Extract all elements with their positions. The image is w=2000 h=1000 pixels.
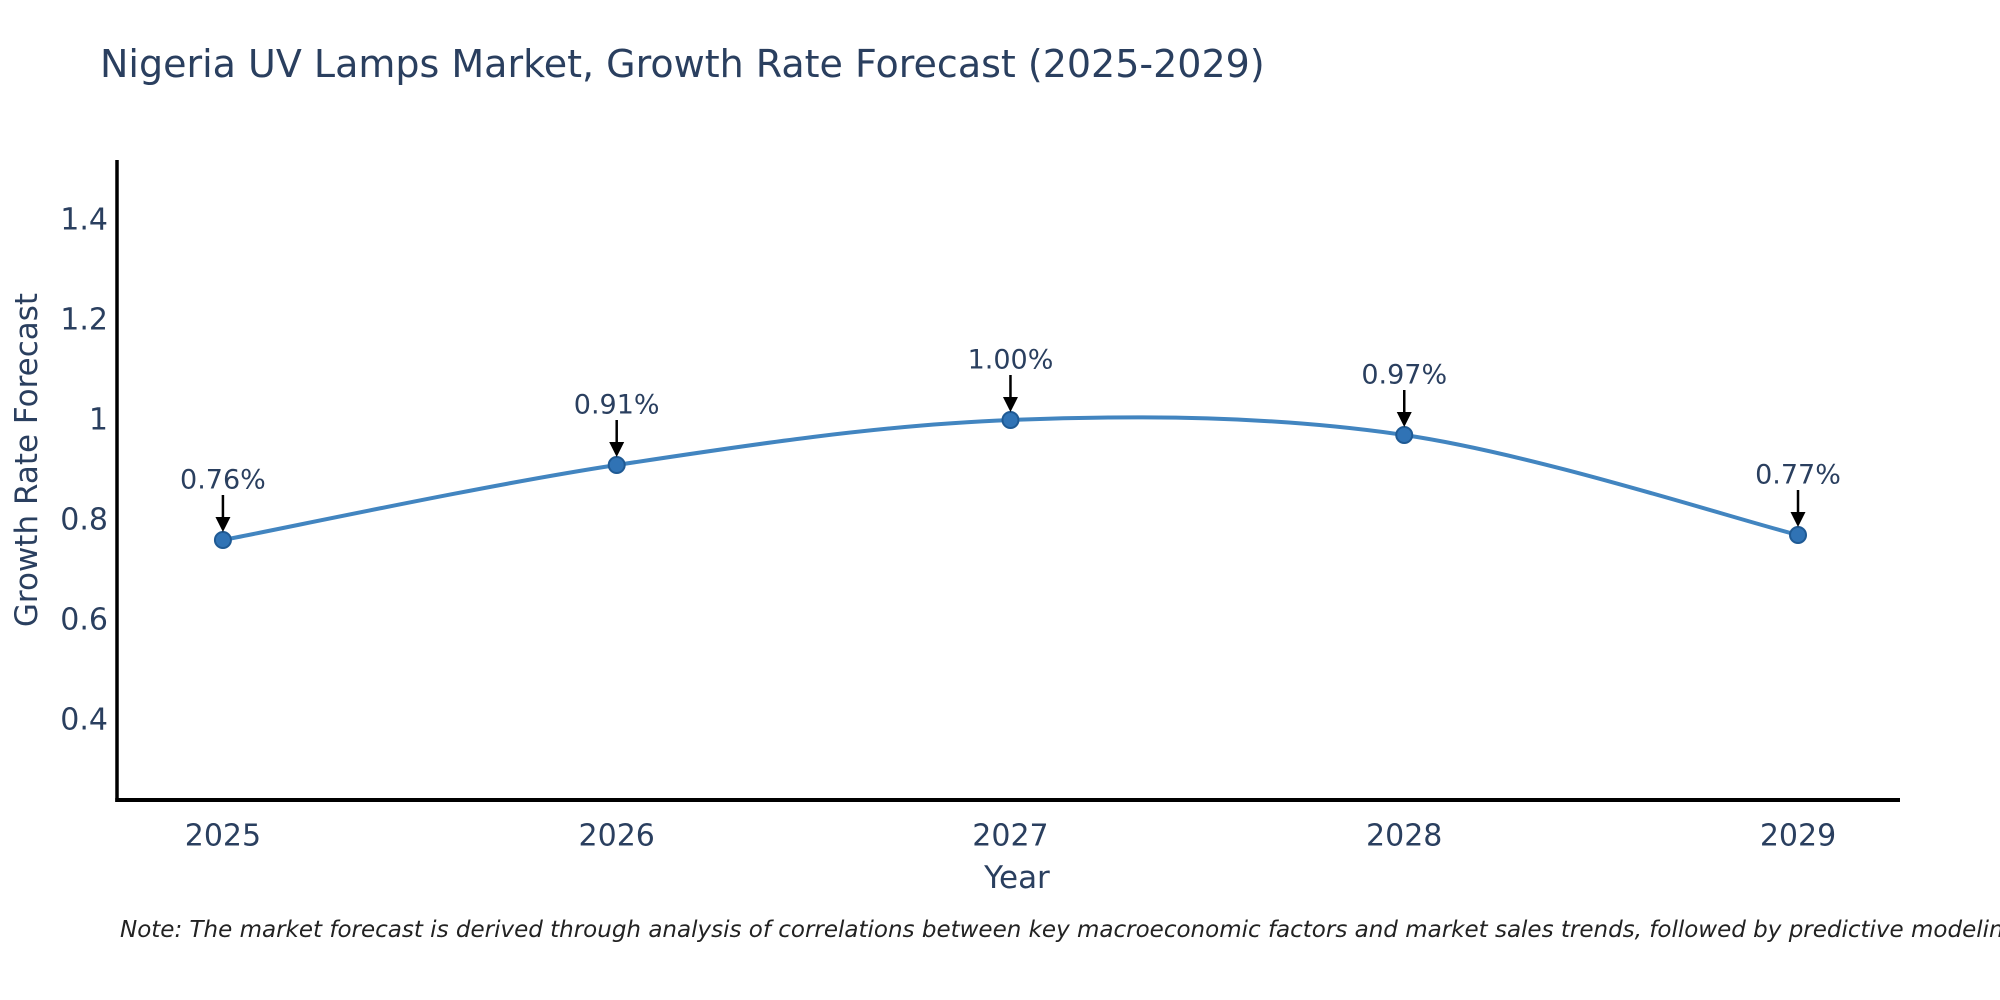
chart-title: Nigeria UV Lamps Market, Growth Rate For… [100, 42, 1265, 86]
data-point-label: 1.00% [968, 345, 1054, 376]
data-point-label: 0.77% [1755, 460, 1841, 491]
data-point-marker-2025[interactable] [213, 531, 232, 549]
data-point-label: 0.91% [574, 390, 660, 421]
y-axis-title: Growth Rate Forecast [9, 292, 45, 628]
data-point-marker-2029[interactable] [1789, 526, 1808, 544]
y-axis-tick-label: 1 [89, 403, 108, 438]
y-axis-tick-label: 0.8 [60, 503, 108, 538]
data-point-marker-2027[interactable] [1001, 411, 1020, 429]
x-axis-tick-label: 2025 [185, 819, 261, 854]
x-axis-title: Year [984, 860, 1050, 896]
data-point-label: 0.76% [180, 465, 266, 496]
y-axis-tick-label: 1.4 [60, 203, 108, 238]
footnote: Note: The market forecast is derived thr… [120, 917, 2000, 943]
y-axis-tick-label: 0.4 [60, 703, 108, 738]
y-axis-tick-label: 0.6 [60, 603, 108, 638]
y-axis-tick-label: 1.2 [60, 303, 108, 338]
data-point-label: 0.97% [1361, 360, 1447, 391]
series-line [220, 415, 1800, 542]
annotation-arrowhead-icon [1790, 512, 1806, 527]
data-point-marker-2028[interactable] [1395, 426, 1414, 444]
data-point-marker-2026[interactable] [607, 456, 626, 474]
annotation-arrowhead-icon [1002, 397, 1018, 412]
x-axis-tick-label: 2029 [1760, 819, 1836, 854]
x-axis-tick-label: 2028 [1366, 819, 1442, 854]
annotation-arrowhead-icon [609, 442, 625, 457]
annotation-arrowhead-icon [215, 517, 231, 532]
x-axis-tick-label: 2026 [579, 819, 655, 854]
annotation-arrowhead-icon [1396, 412, 1412, 427]
x-axis-tick-label: 2027 [972, 819, 1048, 854]
